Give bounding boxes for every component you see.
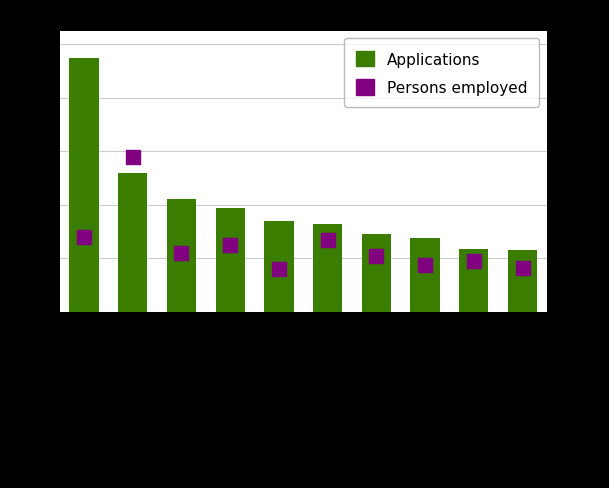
Point <box>225 242 235 249</box>
Bar <box>459 249 488 312</box>
Bar <box>216 208 245 312</box>
Legend: Applications, Persons employed: Applications, Persons employed <box>343 40 539 108</box>
Bar <box>264 222 294 312</box>
Point <box>79 234 89 242</box>
Point <box>469 258 479 265</box>
Bar <box>508 251 537 312</box>
Point <box>128 153 138 161</box>
Bar <box>167 200 196 312</box>
Bar <box>362 235 391 312</box>
Bar <box>313 224 342 312</box>
Point <box>323 236 333 244</box>
Point <box>177 250 186 258</box>
Bar <box>118 173 147 312</box>
Point <box>274 265 284 273</box>
Point <box>371 252 381 260</box>
Point <box>518 264 527 272</box>
Bar <box>410 239 440 312</box>
Point <box>420 262 430 269</box>
Bar <box>69 59 99 312</box>
